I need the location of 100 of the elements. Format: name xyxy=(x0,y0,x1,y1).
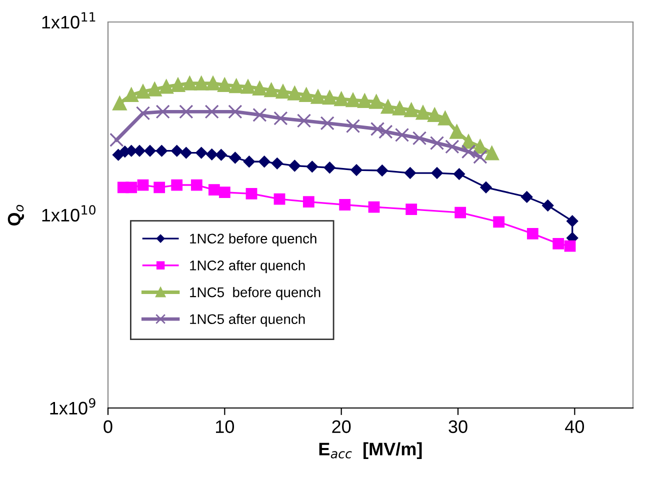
point xyxy=(493,216,505,228)
point xyxy=(154,182,166,194)
point xyxy=(264,82,278,98)
point xyxy=(461,144,476,159)
point xyxy=(171,145,183,157)
point xyxy=(182,76,197,90)
point xyxy=(124,88,138,102)
point xyxy=(566,215,578,227)
point xyxy=(299,88,314,102)
point xyxy=(288,86,302,100)
point xyxy=(404,167,416,179)
legend-label: 1NC2 before quench xyxy=(190,233,316,246)
point xyxy=(246,188,258,200)
point xyxy=(218,186,230,198)
point xyxy=(473,150,488,164)
point xyxy=(190,179,202,191)
y-axis-title: Q$_{o}$ xyxy=(8,204,24,226)
point xyxy=(156,145,168,157)
point xyxy=(376,164,388,176)
point xyxy=(180,147,192,159)
point xyxy=(392,101,407,116)
point xyxy=(431,167,443,179)
point xyxy=(274,111,288,126)
point xyxy=(126,182,138,194)
point xyxy=(288,160,300,172)
point xyxy=(406,204,418,216)
y-tick-label: 1x10$^{11}$ xyxy=(42,12,96,29)
point xyxy=(378,124,393,139)
point xyxy=(156,104,170,119)
legend-label: 1NC5 after quench xyxy=(190,314,305,327)
point xyxy=(394,128,410,142)
point xyxy=(302,196,314,208)
point xyxy=(552,238,564,250)
x-tick-label: 20 xyxy=(332,420,351,434)
point xyxy=(339,199,351,210)
point xyxy=(310,90,326,104)
point xyxy=(346,118,360,134)
y-tick-label: 1x10$^{10}$ xyxy=(42,205,96,222)
point xyxy=(445,140,460,154)
point xyxy=(271,158,283,170)
point xyxy=(159,80,174,94)
x-tick-label: 40 xyxy=(565,420,584,434)
point xyxy=(134,145,146,157)
x-tick-label: 30 xyxy=(448,420,468,434)
point xyxy=(170,78,186,92)
point xyxy=(412,131,427,146)
point xyxy=(346,92,360,108)
point xyxy=(416,106,430,120)
point xyxy=(206,148,218,160)
point xyxy=(229,78,244,94)
point xyxy=(320,116,334,130)
point xyxy=(194,76,208,90)
point xyxy=(324,162,336,174)
point xyxy=(369,94,384,109)
point xyxy=(112,149,124,161)
point xyxy=(350,164,362,176)
point xyxy=(521,191,533,203)
point xyxy=(306,160,318,172)
x-tick-label: 0 xyxy=(104,420,112,434)
point xyxy=(148,82,162,96)
point xyxy=(450,124,464,139)
point xyxy=(453,168,465,180)
point xyxy=(252,81,267,96)
point xyxy=(144,145,156,157)
point xyxy=(564,240,576,252)
point xyxy=(196,147,208,159)
point xyxy=(258,156,270,168)
point xyxy=(137,179,149,191)
point xyxy=(171,179,183,191)
point xyxy=(136,84,150,99)
point xyxy=(110,132,124,147)
point xyxy=(136,106,150,120)
point xyxy=(274,193,286,205)
point xyxy=(334,92,348,106)
point xyxy=(368,201,380,213)
x-axis-title: E$_{acc}$ [MV/m] xyxy=(319,442,422,460)
point xyxy=(276,84,290,99)
point xyxy=(322,90,337,105)
point xyxy=(228,104,242,119)
point xyxy=(484,146,499,160)
point xyxy=(204,104,219,119)
point xyxy=(240,80,256,94)
point xyxy=(218,78,232,92)
point xyxy=(243,156,255,168)
point xyxy=(438,111,452,126)
point xyxy=(208,184,220,196)
point xyxy=(358,94,372,108)
point xyxy=(370,122,385,136)
point xyxy=(480,182,492,194)
point xyxy=(404,102,418,118)
y-tick-label: 1x10$^{9}$ xyxy=(50,398,96,415)
legend-label: 1NC5 before quench xyxy=(190,287,320,300)
point xyxy=(542,200,554,212)
point xyxy=(454,206,466,218)
point xyxy=(526,228,538,240)
point xyxy=(206,76,220,90)
point xyxy=(112,96,127,110)
point xyxy=(296,114,312,128)
point xyxy=(430,136,444,150)
point xyxy=(380,100,396,114)
